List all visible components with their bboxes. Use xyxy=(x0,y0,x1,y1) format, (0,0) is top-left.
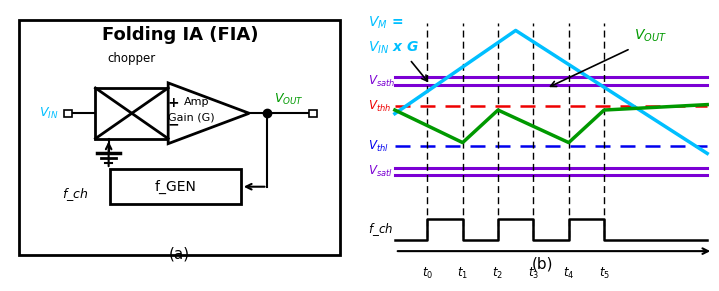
Text: $V_{IN}$: $V_{IN}$ xyxy=(40,106,59,121)
Bar xyxy=(96,88,168,139)
Text: $t_1$: $t_1$ xyxy=(457,266,468,281)
Text: $V_{OUT}$: $V_{OUT}$ xyxy=(274,92,303,107)
Bar xyxy=(110,169,241,204)
Text: chopper: chopper xyxy=(108,52,156,65)
Text: $f\_ch$: $f\_ch$ xyxy=(63,186,89,203)
Text: $V_{satl}$: $V_{satl}$ xyxy=(368,164,393,179)
FancyBboxPatch shape xyxy=(19,19,340,255)
Bar xyxy=(64,110,72,117)
Text: −: − xyxy=(168,118,180,132)
Text: $f\_ch$: $f\_ch$ xyxy=(368,221,393,238)
Text: Amp: Amp xyxy=(183,97,209,107)
Text: (a): (a) xyxy=(169,246,191,261)
Text: $V_{sath}$: $V_{sath}$ xyxy=(368,74,395,89)
Text: (b): (b) xyxy=(531,256,553,271)
Text: $t_2$: $t_2$ xyxy=(493,266,503,281)
Text: $t_4$: $t_4$ xyxy=(563,266,574,281)
Text: +: + xyxy=(168,96,180,110)
Text: Folding IA (FIA): Folding IA (FIA) xyxy=(101,26,258,44)
Text: $t_3$: $t_3$ xyxy=(528,266,539,281)
Text: $V_{IN}$ x G: $V_{IN}$ x G xyxy=(368,40,420,56)
Text: time: time xyxy=(718,252,719,265)
Text: f_GEN: f_GEN xyxy=(155,180,196,194)
Text: Gain (G): Gain (G) xyxy=(168,112,215,122)
Text: $t_5$: $t_5$ xyxy=(598,266,610,281)
Text: $V_{thl}$: $V_{thl}$ xyxy=(368,139,389,154)
Polygon shape xyxy=(168,83,249,144)
Text: $t_0$: $t_0$ xyxy=(421,266,433,281)
Text: $V_{OUT}$: $V_{OUT}$ xyxy=(633,28,667,44)
Text: $V_M$ =: $V_M$ = xyxy=(368,14,403,31)
Text: $V_{thh}$: $V_{thh}$ xyxy=(368,99,391,114)
Bar xyxy=(308,110,317,117)
